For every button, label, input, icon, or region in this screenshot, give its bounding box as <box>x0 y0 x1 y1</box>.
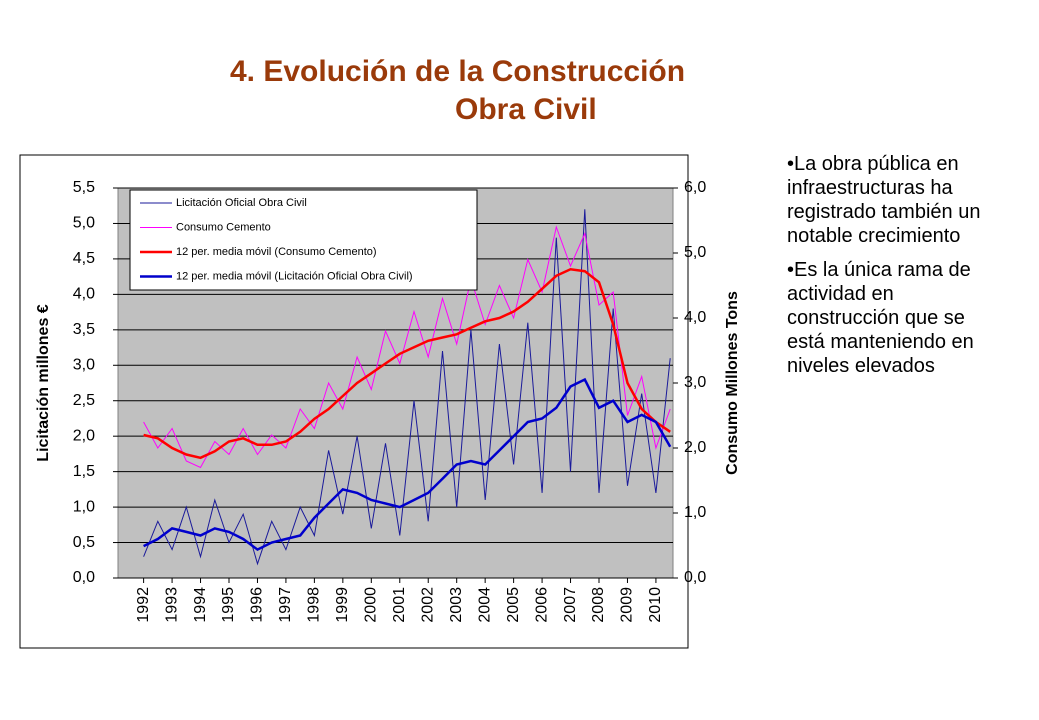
y-tick-label: 5,5 <box>73 179 95 196</box>
bullet-list: •La obra pública en infraestructuras ha … <box>787 152 997 388</box>
y2-tick-label: 6,0 <box>684 179 706 196</box>
x-tick-label: 2008 <box>590 587 607 623</box>
x-tick-label: 1994 <box>192 587 209 623</box>
y-tick-label: 4,5 <box>73 250 95 267</box>
x-tick-label: 1999 <box>334 587 351 623</box>
y2-tick-label: 0,0 <box>684 569 706 586</box>
y-tick-label: 3,5 <box>73 321 95 338</box>
x-tick-label: 2010 <box>647 587 664 623</box>
y-axis-title: Licitación millones € <box>35 304 52 461</box>
bullet: •Es la única rama de actividad en constr… <box>787 259 974 377</box>
x-tick-label: 1997 <box>277 587 294 623</box>
series-line <box>143 268 671 460</box>
x-tick-label: 2005 <box>505 587 522 623</box>
y-tick-label: 5,0 <box>73 215 95 232</box>
series-line <box>143 209 671 566</box>
x-tick-label: 1992 <box>135 587 152 623</box>
legend-label: Licitación Oficial Obra Civil <box>176 197 307 209</box>
x-tick-label: 2007 <box>562 587 579 623</box>
x-tick-label: 1993 <box>163 587 180 623</box>
x-tick-label: 2000 <box>363 587 380 623</box>
y-tick-label: 0,5 <box>73 534 95 551</box>
y-tick-label: 2,0 <box>73 427 95 444</box>
x-tick-label: 2002 <box>419 587 436 623</box>
y-tick-label: 0,0 <box>73 569 95 586</box>
y-tick-label: 3,0 <box>73 356 95 373</box>
title: Obra Civil <box>455 93 597 126</box>
y-tick-label: 2,5 <box>73 392 95 409</box>
y2-tick-label: 1,0 <box>684 504 706 521</box>
y-tick-label: 1,5 <box>73 463 95 480</box>
title: 4. Evolución de la Construcción <box>230 55 686 88</box>
x-tick-label: 1995 <box>220 587 237 623</box>
legend-label: 12 per. media móvil (Licitación Oficial … <box>176 270 413 282</box>
x-tick-label: 1998 <box>306 587 323 623</box>
chart: Licitación millones € Consumo Millones T… <box>19 154 741 649</box>
y2-axis-title: Consumo Millones Tons <box>724 291 741 475</box>
y2-tick-label: 2,0 <box>684 439 706 456</box>
bullet: •La obra pública en infraestructuras ha … <box>787 153 981 247</box>
legend-label: 12 per. media móvil (Consumo Cemento) <box>176 246 377 258</box>
y2-tick-label: 5,0 <box>684 244 706 261</box>
x-tick-label: 1996 <box>249 587 266 623</box>
legend-label: Consumo Cemento <box>176 221 271 233</box>
series-line <box>143 377 672 552</box>
y2-tick-label: 4,0 <box>684 309 706 326</box>
x-tick-label: 2003 <box>448 587 465 623</box>
y-tick-label: 4,0 <box>73 286 95 303</box>
y-tick-label: 1,0 <box>73 498 95 515</box>
x-tick-label: 2001 <box>391 587 408 623</box>
x-tick-label: 2009 <box>619 587 636 623</box>
y2-tick-label: 3,0 <box>684 374 706 391</box>
x-tick-label: 2004 <box>476 587 493 623</box>
legend-box <box>129 189 478 291</box>
series-line <box>143 225 671 469</box>
x-tick-label: 2006 <box>533 587 550 623</box>
